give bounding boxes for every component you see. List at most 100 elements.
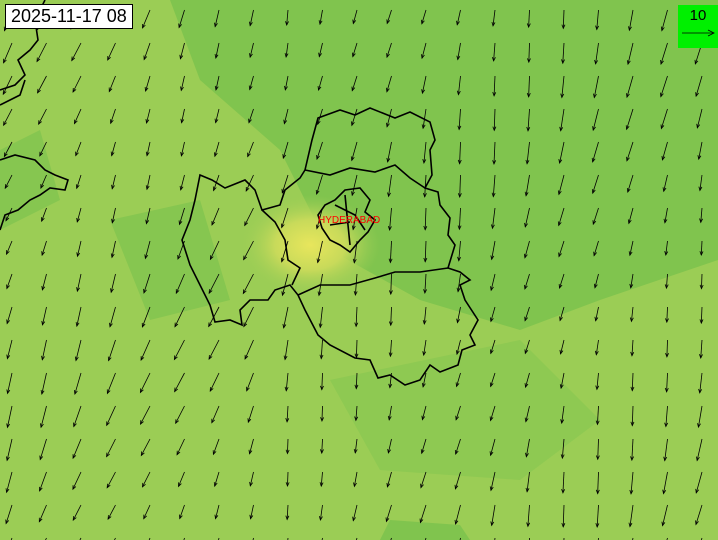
wind-arrow — [246, 372, 254, 392]
wind-arrow — [283, 108, 289, 125]
wind-arrow — [697, 405, 703, 429]
wind-arrow — [111, 174, 116, 190]
wind-arrow — [457, 141, 462, 165]
wind-arrow — [661, 141, 668, 161]
wind-arrow — [699, 339, 703, 359]
wind-arrow — [625, 108, 634, 131]
wind-arrow — [3, 108, 13, 127]
wind-arrow — [6, 438, 13, 462]
wind-arrow — [40, 174, 47, 190]
wind-arrow — [421, 405, 427, 421]
wind-arrow — [145, 174, 151, 191]
wind-arrow — [492, 75, 497, 97]
wind-arrow — [354, 306, 359, 328]
wind-arrow — [595, 504, 600, 528]
wind-arrow — [4, 174, 13, 190]
wind-arrow — [629, 273, 634, 289]
wind-arrow — [142, 9, 151, 29]
wind-arrow — [319, 471, 324, 488]
wind-arrow — [315, 174, 323, 195]
wind-arrow — [422, 306, 427, 325]
wind-arrow — [491, 174, 496, 198]
district-border — [261, 209, 302, 286]
wind-arrow — [524, 405, 530, 423]
wind-arrow — [39, 438, 47, 461]
wind-arrow — [6, 273, 13, 290]
wind-arrow — [351, 174, 358, 197]
wind-arrow — [627, 207, 634, 225]
wind-arrow — [144, 240, 151, 260]
wind-arrow — [5, 471, 13, 494]
wind-arrow — [561, 471, 566, 494]
wind-arrow — [526, 75, 531, 98]
wind-arrow — [145, 108, 151, 124]
wind-arrow — [561, 504, 566, 528]
wind-arrow — [456, 75, 461, 96]
wind-arrow — [594, 339, 599, 356]
wind-arrow — [41, 339, 47, 361]
wind-arrow — [526, 108, 531, 132]
wind-arrow — [490, 207, 496, 230]
wind-arrow — [592, 108, 599, 132]
wind-arrow — [110, 273, 116, 294]
wind-arrow — [109, 306, 116, 328]
wind-arrow — [211, 207, 220, 226]
wind-arrow — [699, 306, 704, 325]
wind-arrow — [5, 504, 13, 525]
wind-arrow — [456, 9, 461, 26]
wind-arrow — [526, 504, 531, 528]
wind-arrow — [558, 273, 565, 290]
wind-arrow — [3, 42, 13, 64]
wind-arrow — [492, 141, 497, 165]
wind-arrow — [213, 141, 220, 158]
wind-arrow — [699, 207, 703, 224]
wind-arrow — [284, 372, 289, 392]
wind-arrow — [626, 141, 634, 162]
wind-arrow — [320, 372, 324, 391]
wind-arrow — [560, 405, 565, 425]
wind-arrow — [106, 471, 116, 489]
wind-arrow — [6, 306, 13, 325]
wind-arrow — [524, 174, 530, 197]
wind-arrow — [455, 339, 461, 356]
wind-arrow — [560, 75, 565, 99]
wind-arrow — [454, 438, 461, 455]
wind-arrow — [145, 207, 151, 225]
wind-arrow — [282, 141, 289, 160]
wind-arrow — [388, 240, 393, 264]
wind-arrow — [593, 75, 599, 99]
wind-arrow — [248, 438, 254, 455]
wind-arrow — [285, 405, 290, 423]
wind-arrow — [318, 306, 323, 329]
wind-arrow — [139, 372, 151, 394]
wind-arrow — [249, 42, 254, 59]
low-speed-region — [110, 200, 230, 320]
wind-arrow — [592, 207, 599, 226]
wind-arrow — [525, 141, 530, 165]
wind-arrow — [557, 207, 565, 227]
wind-arrow — [628, 504, 634, 528]
wind-arrow — [213, 471, 220, 488]
wind-arrow — [142, 471, 151, 488]
wind-arrow — [457, 108, 462, 131]
wind-arrow — [175, 405, 185, 425]
wind-arrow — [491, 42, 496, 62]
wind-arrow — [489, 339, 496, 355]
district-border — [304, 164, 426, 189]
wind-arrow — [594, 306, 599, 322]
city-wards — [329, 194, 366, 246]
wind-arrow — [558, 141, 565, 165]
wind-arrow — [179, 504, 185, 520]
wind-arrow — [663, 207, 668, 224]
wind-arrow — [665, 306, 669, 324]
wind-arrow — [626, 174, 634, 194]
wind-arrow — [38, 471, 47, 492]
wind-arrow — [660, 9, 668, 32]
wind-arrow — [421, 42, 427, 60]
wind-arrow — [630, 405, 635, 427]
wind-arrow — [626, 75, 634, 99]
wind-arrow — [319, 339, 324, 360]
wind-arrow — [73, 372, 82, 396]
wind-arrow — [353, 471, 358, 488]
wind-arrow — [489, 438, 496, 457]
